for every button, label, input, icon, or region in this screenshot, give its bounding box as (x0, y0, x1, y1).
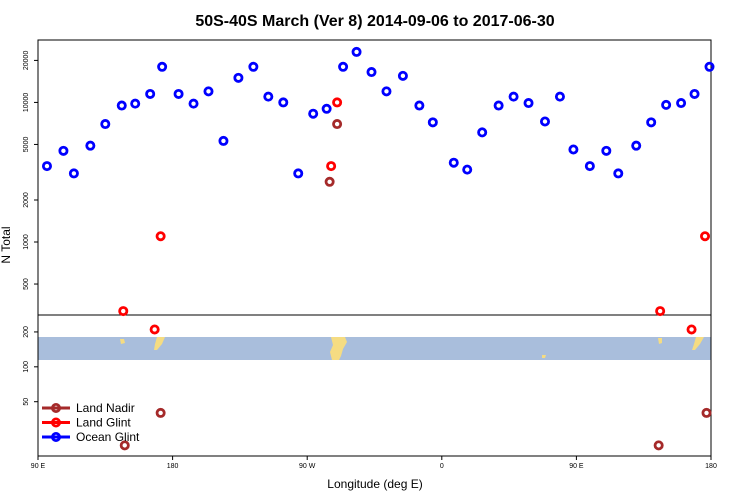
x-tick-label: 90 E (31, 463, 46, 470)
chart-title: 50S-40S March (Ver 8) 2014-09-06 to 2017… (195, 13, 554, 30)
land-glint-point (700, 231, 711, 242)
ocean-glint-point (116, 100, 127, 111)
land-nadir-point (653, 440, 664, 451)
ocean-glint-point (508, 91, 519, 102)
y-tick-label: 200 (23, 326, 30, 338)
x-tick-label: 90 W (299, 463, 316, 470)
data-points (41, 46, 715, 451)
land-south-america (330, 337, 347, 360)
legend-label-land-nadir: Land Nadir (76, 401, 135, 415)
ocean-glint-point (100, 119, 111, 130)
ocean-glint-point (539, 116, 550, 127)
x-tick-label: 90 E (569, 463, 584, 470)
ocean-glint-point (584, 161, 595, 172)
ocean-glint-point (462, 164, 473, 175)
ocean-glint-point (233, 72, 244, 83)
land-glint-point (332, 97, 343, 108)
lower-panel (38, 337, 711, 360)
y-axis-label: N Total (0, 226, 13, 263)
ocean-glint-point (414, 100, 425, 111)
map-background (38, 337, 711, 360)
land-nadir-point (155, 407, 166, 418)
ocean-glint-point (351, 46, 362, 57)
land-nadir-point (701, 407, 712, 418)
land-glint-point (118, 306, 129, 317)
plot-frame (37, 39, 712, 457)
ocean-glint-point (157, 61, 168, 72)
ocean-glint-point (366, 67, 377, 78)
legend-label-ocean-glint: Ocean Glint (76, 430, 140, 444)
y-tick-label: 100 (23, 361, 30, 373)
x-tick-label: 0 (440, 463, 444, 470)
ocean-glint-point (130, 98, 141, 109)
y-tick-label: 10000 (23, 93, 30, 113)
land-glint-point (155, 231, 166, 242)
land-glint-point (149, 324, 160, 335)
ocean-band (38, 337, 711, 360)
ocean-glint-point (188, 98, 199, 109)
ocean-glint-point (321, 103, 332, 114)
ocean-glint-point (68, 168, 79, 179)
ocean-glint-point (308, 108, 319, 119)
y-tick-label: 5000 (23, 137, 30, 153)
x-axis: 90 E 180 90 W 0 90 E 180 (31, 456, 717, 470)
ocean-glint-point (661, 99, 672, 110)
lower-y-axis: 50 100 200 (23, 326, 38, 406)
ocean-glint-point (173, 88, 184, 99)
ocean-glint-point (427, 117, 438, 128)
land-new-zealand-east (692, 337, 704, 350)
ocean-glint-point (631, 140, 642, 151)
ocean-glint-point (689, 88, 700, 99)
ocean-glint-point (248, 61, 259, 72)
x-tick-label: 180 (705, 463, 717, 470)
land-islands-west (120, 339, 125, 344)
ocean-glint-point (493, 100, 504, 111)
ocean-glint-point (568, 144, 579, 155)
ocean-glint-point (278, 97, 289, 108)
land-glint-point (655, 306, 666, 317)
ocean-glint-point (477, 127, 488, 138)
upper-y-axis: 500 1000 2000 5000 10000 20000 (23, 51, 38, 290)
land-nadir-point (119, 440, 130, 451)
land-nadir-point (332, 119, 343, 130)
legend-marker-land-nadir (51, 402, 62, 413)
y-tick-label: 50 (23, 398, 30, 406)
y-tick-label: 20000 (23, 51, 30, 71)
land-glint-point (326, 161, 337, 172)
legend-marker-land-glint (51, 417, 62, 428)
ocean-glint-point (263, 91, 274, 102)
land-nadir-point (324, 176, 335, 187)
legend-label-land-glint: Land Glint (76, 416, 131, 430)
ocean-glint-point (41, 161, 52, 172)
y-tick-label: 500 (23, 278, 30, 290)
ocean-glint-point (613, 168, 624, 179)
ocean-glint-point (646, 117, 657, 128)
ocean-glint-point (58, 145, 69, 156)
y-tick-label: 1000 (23, 234, 30, 250)
ocean-glint-point (554, 91, 565, 102)
land-new-zealand (154, 337, 165, 350)
x-axis-label: Longitude (deg E) (327, 477, 422, 491)
ocean-glint-point (448, 157, 459, 168)
ocean-glint-point (293, 168, 304, 179)
ocean-glint-point (397, 70, 408, 81)
x-tick-label: 180 (167, 463, 179, 470)
y-tick-label: 2000 (23, 192, 30, 208)
ocean-glint-point (381, 86, 392, 97)
ocean-glint-point (218, 135, 229, 146)
ocean-glint-point (85, 140, 96, 151)
ocean-glint-point (704, 61, 715, 72)
ocean-glint-point (338, 61, 349, 72)
ocean-glint-point (203, 86, 214, 97)
land-tasmania-east (658, 338, 662, 344)
land-islands-east (542, 355, 546, 358)
ocean-glint-point (145, 88, 156, 99)
ocean-glint-point (523, 98, 534, 109)
legend-marker-ocean-glint (51, 431, 62, 442)
ocean-glint-point (601, 145, 612, 156)
ocean-glint-point (676, 98, 687, 109)
land-glint-point (686, 324, 697, 335)
